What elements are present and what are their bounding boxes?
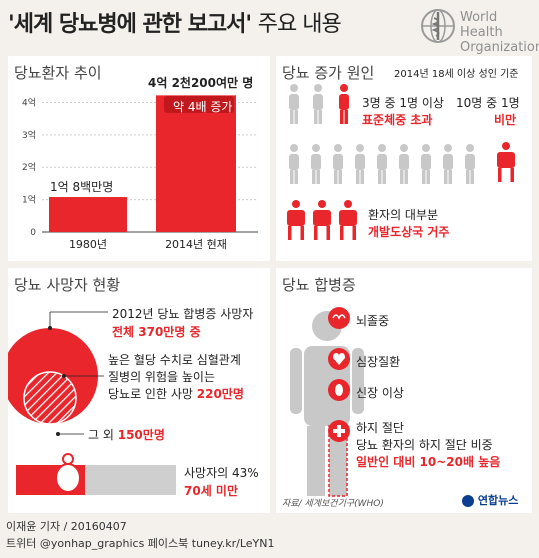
amputation-line1: 당뇨 환자의 하지 절단 비중 xyxy=(356,438,493,452)
y-tick-label: 2억 xyxy=(22,161,36,173)
x-tick-label: 1980년 xyxy=(69,238,107,251)
agency-logo-icon xyxy=(462,495,474,507)
person-figure-icon xyxy=(339,84,349,124)
bar1-value-label: 1억 8백만명 xyxy=(50,180,114,194)
y-tick-label: 3억 xyxy=(22,129,36,141)
page-title: '세계 당뇨병에 관한 보고서' 주요 내용 xyxy=(8,6,342,38)
stat2-line2: 비만 xyxy=(494,113,517,127)
trend-title: 당뇨환자 추이 xyxy=(14,64,102,82)
trend-panel: 당뇨환자 추이 4억 3억 2억 1억 0 1980년 2014년 현재 4억 2천200여… xyxy=(8,56,270,261)
brain-icon xyxy=(328,307,350,329)
complications-title: 당뇨 합병증 xyxy=(282,276,356,294)
complication-heart: 심장질환 xyxy=(356,355,401,369)
under70-line2: 70세 미만 xyxy=(184,484,238,498)
amputation-line2: 일반인 대비 10~20배 높음 xyxy=(356,455,501,469)
stat3-line2: 개발도상국 거주 xyxy=(368,225,450,239)
y-tick-label: 4억 xyxy=(22,96,36,108)
agency-name: 연합뉴스 xyxy=(477,494,519,507)
complication-kidney: 신장 이상 xyxy=(356,386,404,400)
person-figure-icon xyxy=(443,144,453,184)
high-glucose-value: 220만명 xyxy=(196,387,244,401)
person-figure-icon xyxy=(355,144,365,184)
deaths-title: 당뇨 사망자 현황 xyxy=(14,276,121,294)
person-figure-icon xyxy=(311,144,321,184)
person-figure-icon xyxy=(289,144,299,184)
complication-amputation: 하지 절단 xyxy=(356,421,404,435)
bar xyxy=(49,197,127,232)
bar xyxy=(156,95,236,232)
person-figure-icon xyxy=(289,84,299,124)
person-figure-icon xyxy=(287,200,305,240)
high-glucose-line2: 질병의 위험을 높이는 xyxy=(108,370,215,384)
y-tick-label: 0 xyxy=(30,228,36,238)
stat1-line1: 3명 중 1명 이상 xyxy=(362,96,444,110)
stat2-line1: 10명 중 1명 xyxy=(456,96,520,110)
high-glucose-line3: 당뇨로 인한 사망 xyxy=(108,387,193,401)
footer-credit: 이재윤 기자 / 20160407 xyxy=(6,520,127,533)
complications-panel: 당뇨 합병증 뇌졸중 심장질환 신장 이상 하지 절단 당뇨 환자의 하지 절단… xyxy=(276,268,532,513)
other-deaths: 그 외 150만명 xyxy=(88,426,165,443)
total-line2: 전체 370만명 중 xyxy=(112,325,201,339)
medical-cross-icon xyxy=(328,420,350,442)
other-prefix: 그 외 xyxy=(88,428,114,442)
person-figure-icon xyxy=(339,200,357,240)
bar2-value-label: 4억 2천200여만 명 xyxy=(148,76,254,90)
person-figure-icon xyxy=(333,144,343,184)
person-figure-icon xyxy=(465,144,475,184)
high-glucose-text: 높은 혈당 수치로 심혈관계 질병의 위험을 높이는 당뇨로 인한 사망 220… xyxy=(108,352,244,403)
growth-label: 약 4배 증가 xyxy=(173,100,233,114)
causes-panel: 당뇨 증가 원인 2014년 18세 이상 성인 기준 3명 중 1명 이상 표… xyxy=(276,56,532,261)
person-figure-icon xyxy=(399,144,409,184)
causes-title: 당뇨 증가 원인 xyxy=(282,64,375,82)
total-line1: 2012년 당뇨 합병증 사망자 xyxy=(112,307,254,321)
person-figure-icon xyxy=(313,84,323,124)
source-note: 자료/ 세계보건기구(WHO) xyxy=(282,499,384,509)
who-emblem-icon xyxy=(420,8,456,44)
kidney-icon xyxy=(328,379,350,401)
high-glucose-line3-row: 당뇨로 인한 사망 220만명 xyxy=(108,386,244,403)
person-figure-icon xyxy=(377,144,387,184)
footer-social: 트위터 @yonhap_graphics 페이스북 tuney.kr/LeYN1 xyxy=(6,537,275,550)
high-glucose-circle xyxy=(23,371,77,425)
page-title-main: '세계 당뇨병에 관한 보고서' xyxy=(8,12,252,37)
person-figure-icon xyxy=(497,142,515,182)
causes-basis: 2014년 18세 이상 성인 기준 xyxy=(394,69,519,80)
other-value: 150만명 xyxy=(117,428,165,442)
who-name-line1: World Health xyxy=(460,10,503,40)
y-tick-label: 1억 xyxy=(22,194,36,206)
complication-stroke: 뇌졸중 xyxy=(356,314,390,328)
who-name-line2: Organization xyxy=(460,40,539,55)
footer: 이재윤 기자 / 20160407 트위터 @yonhap_graphics 페… xyxy=(6,518,274,552)
agency-logo: 연합뉴스 xyxy=(462,492,518,508)
person-figure-icon xyxy=(421,144,431,184)
person-figure-icon xyxy=(55,453,81,493)
page-title-sub: 주요 내용 xyxy=(257,12,342,37)
stat1-line2: 표준체중 초과 xyxy=(362,113,433,127)
heart-icon xyxy=(328,348,350,370)
high-glucose-line1: 높은 혈당 수치로 심혈관계 xyxy=(108,353,241,367)
under70-line1: 사망자의 43% xyxy=(184,466,259,480)
stat3-line1: 환자의 대부분 xyxy=(368,208,439,222)
deaths-diagram xyxy=(8,311,176,495)
growth-badge xyxy=(164,96,234,113)
deaths-panel: 당뇨 사망자 현황 2012년 당뇨 합병증 사망자 전체 370만명 중 높은… xyxy=(8,268,270,513)
who-name: World Health Organization xyxy=(460,10,539,55)
x-tick-label: 2014년 현재 xyxy=(165,238,227,251)
body-figure xyxy=(290,307,364,497)
person-figure-icon xyxy=(313,200,331,240)
person-figures xyxy=(287,84,515,240)
trend-chart: 4억 3억 2억 1억 0 1980년 2014년 현재 xyxy=(22,95,258,251)
